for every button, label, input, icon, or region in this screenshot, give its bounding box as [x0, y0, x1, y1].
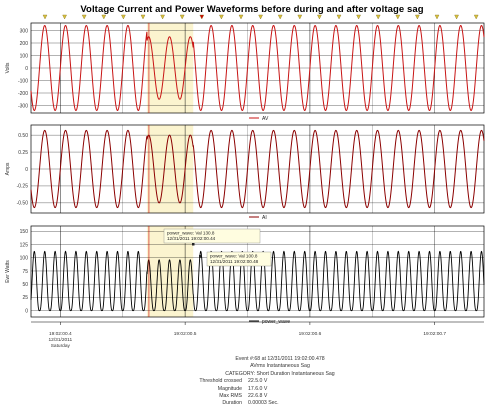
- y-axis-label: Ewr Watts: [5, 260, 11, 283]
- trigger-marker: [42, 14, 48, 20]
- y-tick-label: -300: [18, 103, 28, 109]
- x-tick-label: 19:02:00.7: [423, 331, 446, 337]
- trigger-marker: [415, 14, 420, 20]
- trigger-marker: [238, 14, 244, 20]
- y-axis-label: Volts: [5, 62, 11, 73]
- annotation-text: power_wave: Val 130.8: [167, 231, 215, 236]
- event-detail-value: 22.6.8 V: [248, 393, 268, 400]
- event-info: Event #:68 at 12/31/2011 19:02:00.478 AV…: [150, 356, 410, 408]
- series-line-power_wave: [30, 250, 485, 312]
- trigger-marker: [101, 14, 107, 20]
- panel-frame: [30, 225, 485, 318]
- event-detail-row: Max RMS 22.6.8 V: [150, 393, 410, 400]
- trigger-marker: [434, 14, 440, 20]
- trigger-marker: [317, 14, 322, 20]
- trigger-marker: [121, 14, 126, 20]
- trigger-marker: [454, 14, 459, 20]
- y-tick-label: 200: [20, 41, 29, 47]
- y-tick-label: 25: [22, 295, 28, 301]
- event-type: AVrms Instantaneous Sag: [250, 363, 310, 370]
- series-line-AV: [30, 24, 485, 112]
- x-tick-label: 19:02:00.5: [174, 331, 197, 337]
- annotation-text: 12/31/2011 19:02:00.48: [210, 259, 259, 264]
- trigger-marker: [375, 14, 381, 20]
- event-detail-key: Threshold crossed: [199, 378, 242, 385]
- trigger-marker: [395, 14, 401, 20]
- legend-label: AV: [262, 116, 269, 122]
- y-tick-label: 150: [20, 229, 29, 235]
- trigger-marker: [179, 14, 185, 20]
- event-detail-value: 22.5.0 V: [248, 378, 268, 385]
- trigger-marker: [277, 14, 283, 20]
- trigger-marker: [473, 14, 479, 20]
- trigger-marker: [199, 14, 205, 20]
- y-tick-label: 0: [25, 308, 28, 314]
- trigger-marker: [336, 14, 342, 20]
- trigger-marker: [160, 14, 165, 20]
- panel-frame: [30, 124, 485, 214]
- annotation-marker: [199, 255, 202, 258]
- x-tick-label: Saturday: [51, 343, 71, 349]
- trigger-marker: [219, 14, 224, 20]
- event-detail-value: 0.00003 Sec.: [248, 400, 279, 407]
- annotation-text: 12/31/2011 19:02:00.44: [167, 236, 216, 241]
- y-tick-label: 100: [20, 256, 29, 262]
- y-tick-label: -0.25: [17, 184, 29, 190]
- event-detail-row: Threshold crossed 22.5.0 V: [150, 378, 410, 385]
- annotation-marker: [192, 243, 195, 246]
- y-tick-label: 0.25: [18, 150, 28, 156]
- trigger-marker: [356, 14, 361, 20]
- trigger-marker: [62, 14, 67, 20]
- chart-title: Voltage Current and Power Waveforms befo…: [80, 4, 424, 15]
- y-tick-label: -0.50: [17, 201, 29, 207]
- event-details: Threshold crossed 22.5.0 V Magnitude 17.6.0…: [150, 378, 410, 408]
- x-tick-label: 19:02:00.4: [49, 331, 72, 337]
- trigger-marker: [297, 14, 303, 20]
- y-tick-label: 0: [25, 167, 28, 173]
- trigger-marker: [258, 14, 263, 20]
- trigger-marker: [81, 14, 87, 20]
- y-tick-label: 100: [20, 53, 29, 59]
- y-tick-label: 50: [22, 282, 28, 288]
- trigger-marker: [140, 14, 146, 20]
- series-line-AI: [30, 129, 485, 209]
- panel-frame: [30, 22, 485, 114]
- y-tick-label: 125: [20, 242, 29, 248]
- annotation-box: [206, 251, 272, 267]
- annotation-text: power_wave: Val 100.8: [210, 254, 258, 259]
- event-detail-value: 17.6.0 V: [248, 385, 268, 392]
- event-detail-key: Duration: [222, 400, 242, 407]
- event-detail-key: Max RMS: [219, 393, 242, 400]
- y-axis-label: Amps: [5, 162, 11, 175]
- annotation-box: [163, 228, 261, 244]
- event-category: CATEGORY: Short Duration Instantaneous S…: [225, 370, 335, 377]
- event-detail-row: Duration 0.00003 Sec.: [150, 400, 410, 407]
- event-detail-row: Magnitude 17.6.0 V: [150, 386, 410, 393]
- y-tick-label: -100: [18, 78, 28, 84]
- x-tick-label: 19:02:00.6: [299, 331, 322, 337]
- event-line: Event #:68 at 12/31/2011 19:02:00.478: [235, 356, 325, 362]
- y-tick-label: 0: [25, 66, 28, 72]
- y-tick-label: 75: [22, 269, 28, 275]
- legend-label: AI: [262, 215, 267, 221]
- y-tick-label: 0.50: [18, 133, 28, 139]
- x-tick-label: 12/31/2011: [48, 337, 72, 343]
- y-tick-label: 300: [20, 28, 29, 34]
- y-tick-label: -200: [18, 91, 28, 97]
- event-detail-key: Magnitude: [217, 385, 242, 392]
